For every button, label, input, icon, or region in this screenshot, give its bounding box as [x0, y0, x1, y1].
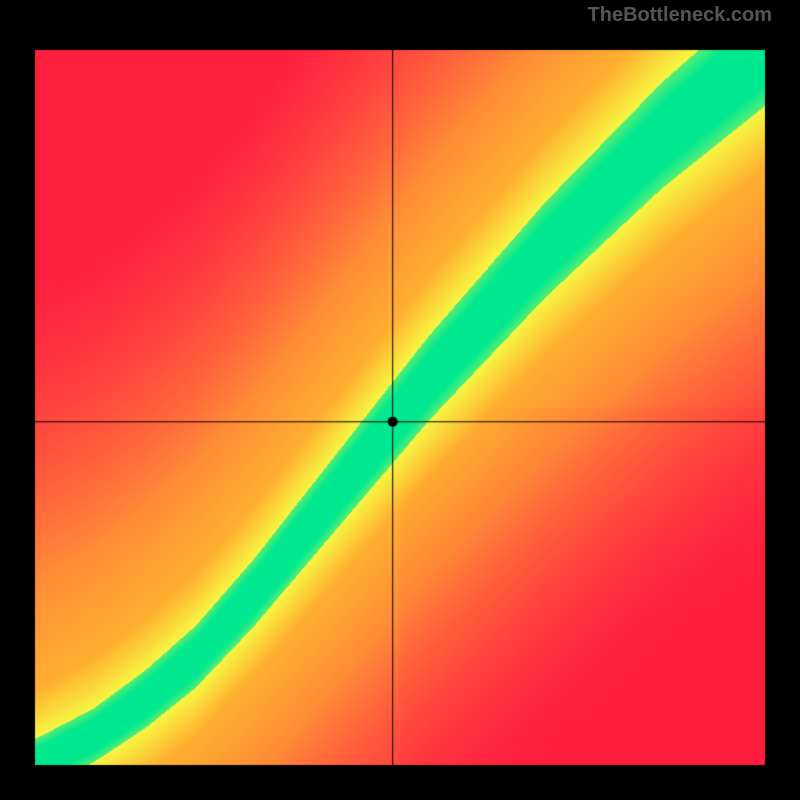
watermark-label: TheBottleneck.com	[588, 4, 772, 27]
chart-container: TheBottleneck.com	[0, 0, 800, 800]
heatmap-canvas	[0, 0, 800, 800]
